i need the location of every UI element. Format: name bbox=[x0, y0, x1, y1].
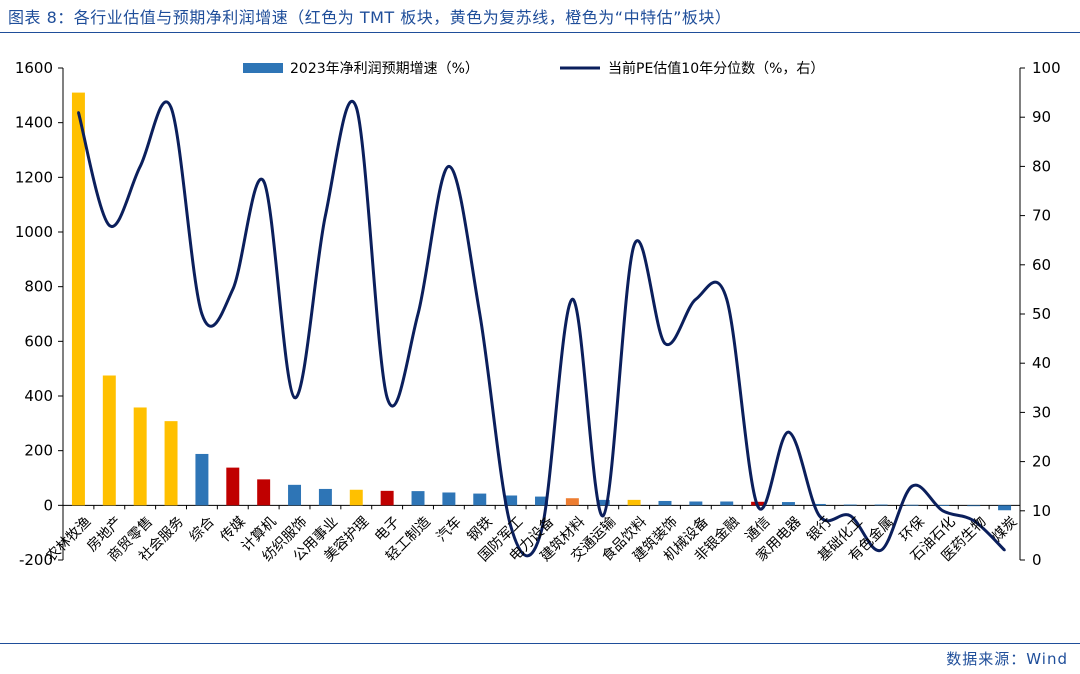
bar-环保 bbox=[905, 504, 919, 506]
source-note: 数据来源：Wind bbox=[946, 650, 1068, 668]
bar-公用事业 bbox=[318, 488, 332, 506]
line-point-房地产 bbox=[108, 224, 111, 227]
y-right-tick-label: 20 bbox=[1032, 453, 1051, 471]
bar-综合 bbox=[195, 453, 209, 506]
line-point-农林牧渔 bbox=[77, 111, 80, 114]
bar-建筑材料 bbox=[565, 498, 579, 506]
line-point-商贸零售 bbox=[138, 165, 142, 168]
bar-银行 bbox=[812, 503, 826, 506]
line-point-公用事业 bbox=[324, 214, 327, 217]
y-right-tick-label: 100 bbox=[1032, 59, 1061, 77]
bar-series bbox=[71, 92, 1012, 511]
line-point-石油石化 bbox=[941, 509, 945, 512]
y-left-tick-label: 400 bbox=[24, 387, 53, 405]
line-point-美容护理 bbox=[355, 106, 358, 109]
line-point-机械设备 bbox=[694, 298, 698, 301]
line-point-电力设备 bbox=[540, 529, 543, 532]
bar-轻工制造 bbox=[411, 491, 425, 506]
y-left-tick-label: 0 bbox=[43, 496, 53, 514]
bar-有色金属 bbox=[874, 504, 888, 506]
y-left-tick-label: -200 bbox=[19, 551, 53, 569]
bar-基础化工 bbox=[843, 504, 857, 506]
line-point-纺织服饰 bbox=[293, 396, 296, 399]
line-series bbox=[76, 99, 1006, 558]
line-point-基础化工 bbox=[849, 514, 852, 517]
line-point-轻工制造 bbox=[416, 312, 420, 316]
line-point-环保 bbox=[910, 485, 914, 488]
legend-bar-swatch bbox=[243, 63, 283, 73]
line-point-国防军工 bbox=[509, 524, 512, 527]
line-point-建筑装饰 bbox=[663, 342, 667, 345]
y-left-tick-label: 1000 bbox=[15, 223, 53, 241]
y-left-tick-label: 200 bbox=[24, 442, 53, 460]
line-point-钢铁 bbox=[478, 312, 481, 316]
y-right-tick-label: 50 bbox=[1032, 305, 1051, 323]
title-divider bbox=[0, 32, 1080, 33]
bar-非银金融 bbox=[720, 501, 734, 506]
y-right-tick-label: 80 bbox=[1032, 157, 1051, 175]
bar-电子 bbox=[380, 490, 394, 506]
line-point-社会服务 bbox=[169, 106, 173, 109]
bar-电力设备 bbox=[535, 496, 548, 506]
bar-家用电器 bbox=[781, 502, 795, 506]
y-left-tick-label: 1200 bbox=[15, 168, 53, 186]
y-right-tick-label: 0 bbox=[1032, 551, 1042, 569]
line-point-煤炭 bbox=[1003, 548, 1006, 552]
line-point-有色金属 bbox=[879, 548, 883, 552]
line-point-综合 bbox=[200, 312, 204, 316]
line-point-银行 bbox=[818, 514, 821, 517]
line-point-计算机 bbox=[262, 179, 265, 183]
y-left-tick-label: 800 bbox=[24, 278, 53, 296]
y-left-tick-label: 1400 bbox=[15, 114, 53, 132]
bar-石油石化 bbox=[936, 505, 950, 506]
bar-建筑装饰 bbox=[658, 500, 672, 506]
legend: 2023年净利润预期增速（%） 当前PE估值10年分位数（%，右） bbox=[243, 60, 824, 77]
y-right-tick-label: 30 bbox=[1032, 403, 1051, 421]
bar-煤炭 bbox=[998, 505, 1012, 511]
y-right-tick-label: 90 bbox=[1032, 108, 1051, 126]
bar-传媒 bbox=[226, 467, 240, 506]
line-point-交通运输 bbox=[602, 514, 605, 517]
bar-美容护理 bbox=[349, 489, 363, 506]
bar-农林牧渔 bbox=[71, 92, 85, 506]
bar-商贸零售 bbox=[133, 407, 147, 506]
x-tick-label: 汽车 bbox=[433, 513, 465, 545]
combo-chart: -200 0 200 400 600 800 1000 1200 1400 1600 0 10 20 30… bbox=[15, 59, 1061, 569]
x-tick-label: 农林牧渔 bbox=[43, 514, 94, 565]
pe-percentile-line bbox=[76, 99, 1006, 558]
line-point-食品饮料 bbox=[632, 243, 636, 247]
footer-divider bbox=[0, 643, 1080, 644]
y-right-tick-label: 60 bbox=[1032, 256, 1051, 274]
bar-计算机 bbox=[257, 479, 271, 506]
axes: -200 0 200 400 600 800 1000 1200 1400 1600 0 10 20 30… bbox=[15, 59, 1061, 569]
bar-机械设备 bbox=[689, 501, 703, 506]
y-left-tick-label: 1600 bbox=[15, 59, 53, 77]
bar-钢铁 bbox=[473, 493, 487, 506]
x-tick-label: 综合 bbox=[187, 514, 218, 545]
line-point-非银金融 bbox=[725, 298, 728, 301]
bar-国防军工 bbox=[504, 495, 518, 506]
line-point-汽车 bbox=[447, 165, 451, 168]
chart-title: 图表 8：各行业估值与预期净利润增速（红色为 TMT 板块，黄色为复苏线，橙色为… bbox=[8, 8, 732, 27]
line-point-电子 bbox=[385, 396, 389, 399]
bar-食品饮料 bbox=[627, 499, 641, 506]
bar-汽车 bbox=[442, 492, 456, 506]
legend-bar-label: 2023年净利润预期增速（%） bbox=[290, 61, 479, 77]
y-right-tick-label: 40 bbox=[1032, 354, 1051, 372]
y-left-tick-label: 600 bbox=[24, 332, 53, 350]
line-point-家用电器 bbox=[787, 430, 790, 434]
bar-医药生物 bbox=[967, 505, 981, 507]
bar-交通运输 bbox=[596, 499, 610, 506]
line-point-建筑材料 bbox=[571, 298, 574, 301]
bar-纺织服饰 bbox=[288, 484, 302, 506]
y-right-tick-label: 70 bbox=[1032, 207, 1051, 225]
line-point-传媒 bbox=[231, 288, 234, 291]
line-point-医药生物 bbox=[972, 519, 975, 522]
legend-line-label: 当前PE估值10年分位数（%，右） bbox=[608, 60, 824, 77]
y-right-tick-label: 10 bbox=[1032, 502, 1051, 520]
line-point-通信 bbox=[756, 504, 759, 508]
bar-房地产 bbox=[102, 375, 116, 506]
bar-社会服务 bbox=[164, 421, 178, 506]
